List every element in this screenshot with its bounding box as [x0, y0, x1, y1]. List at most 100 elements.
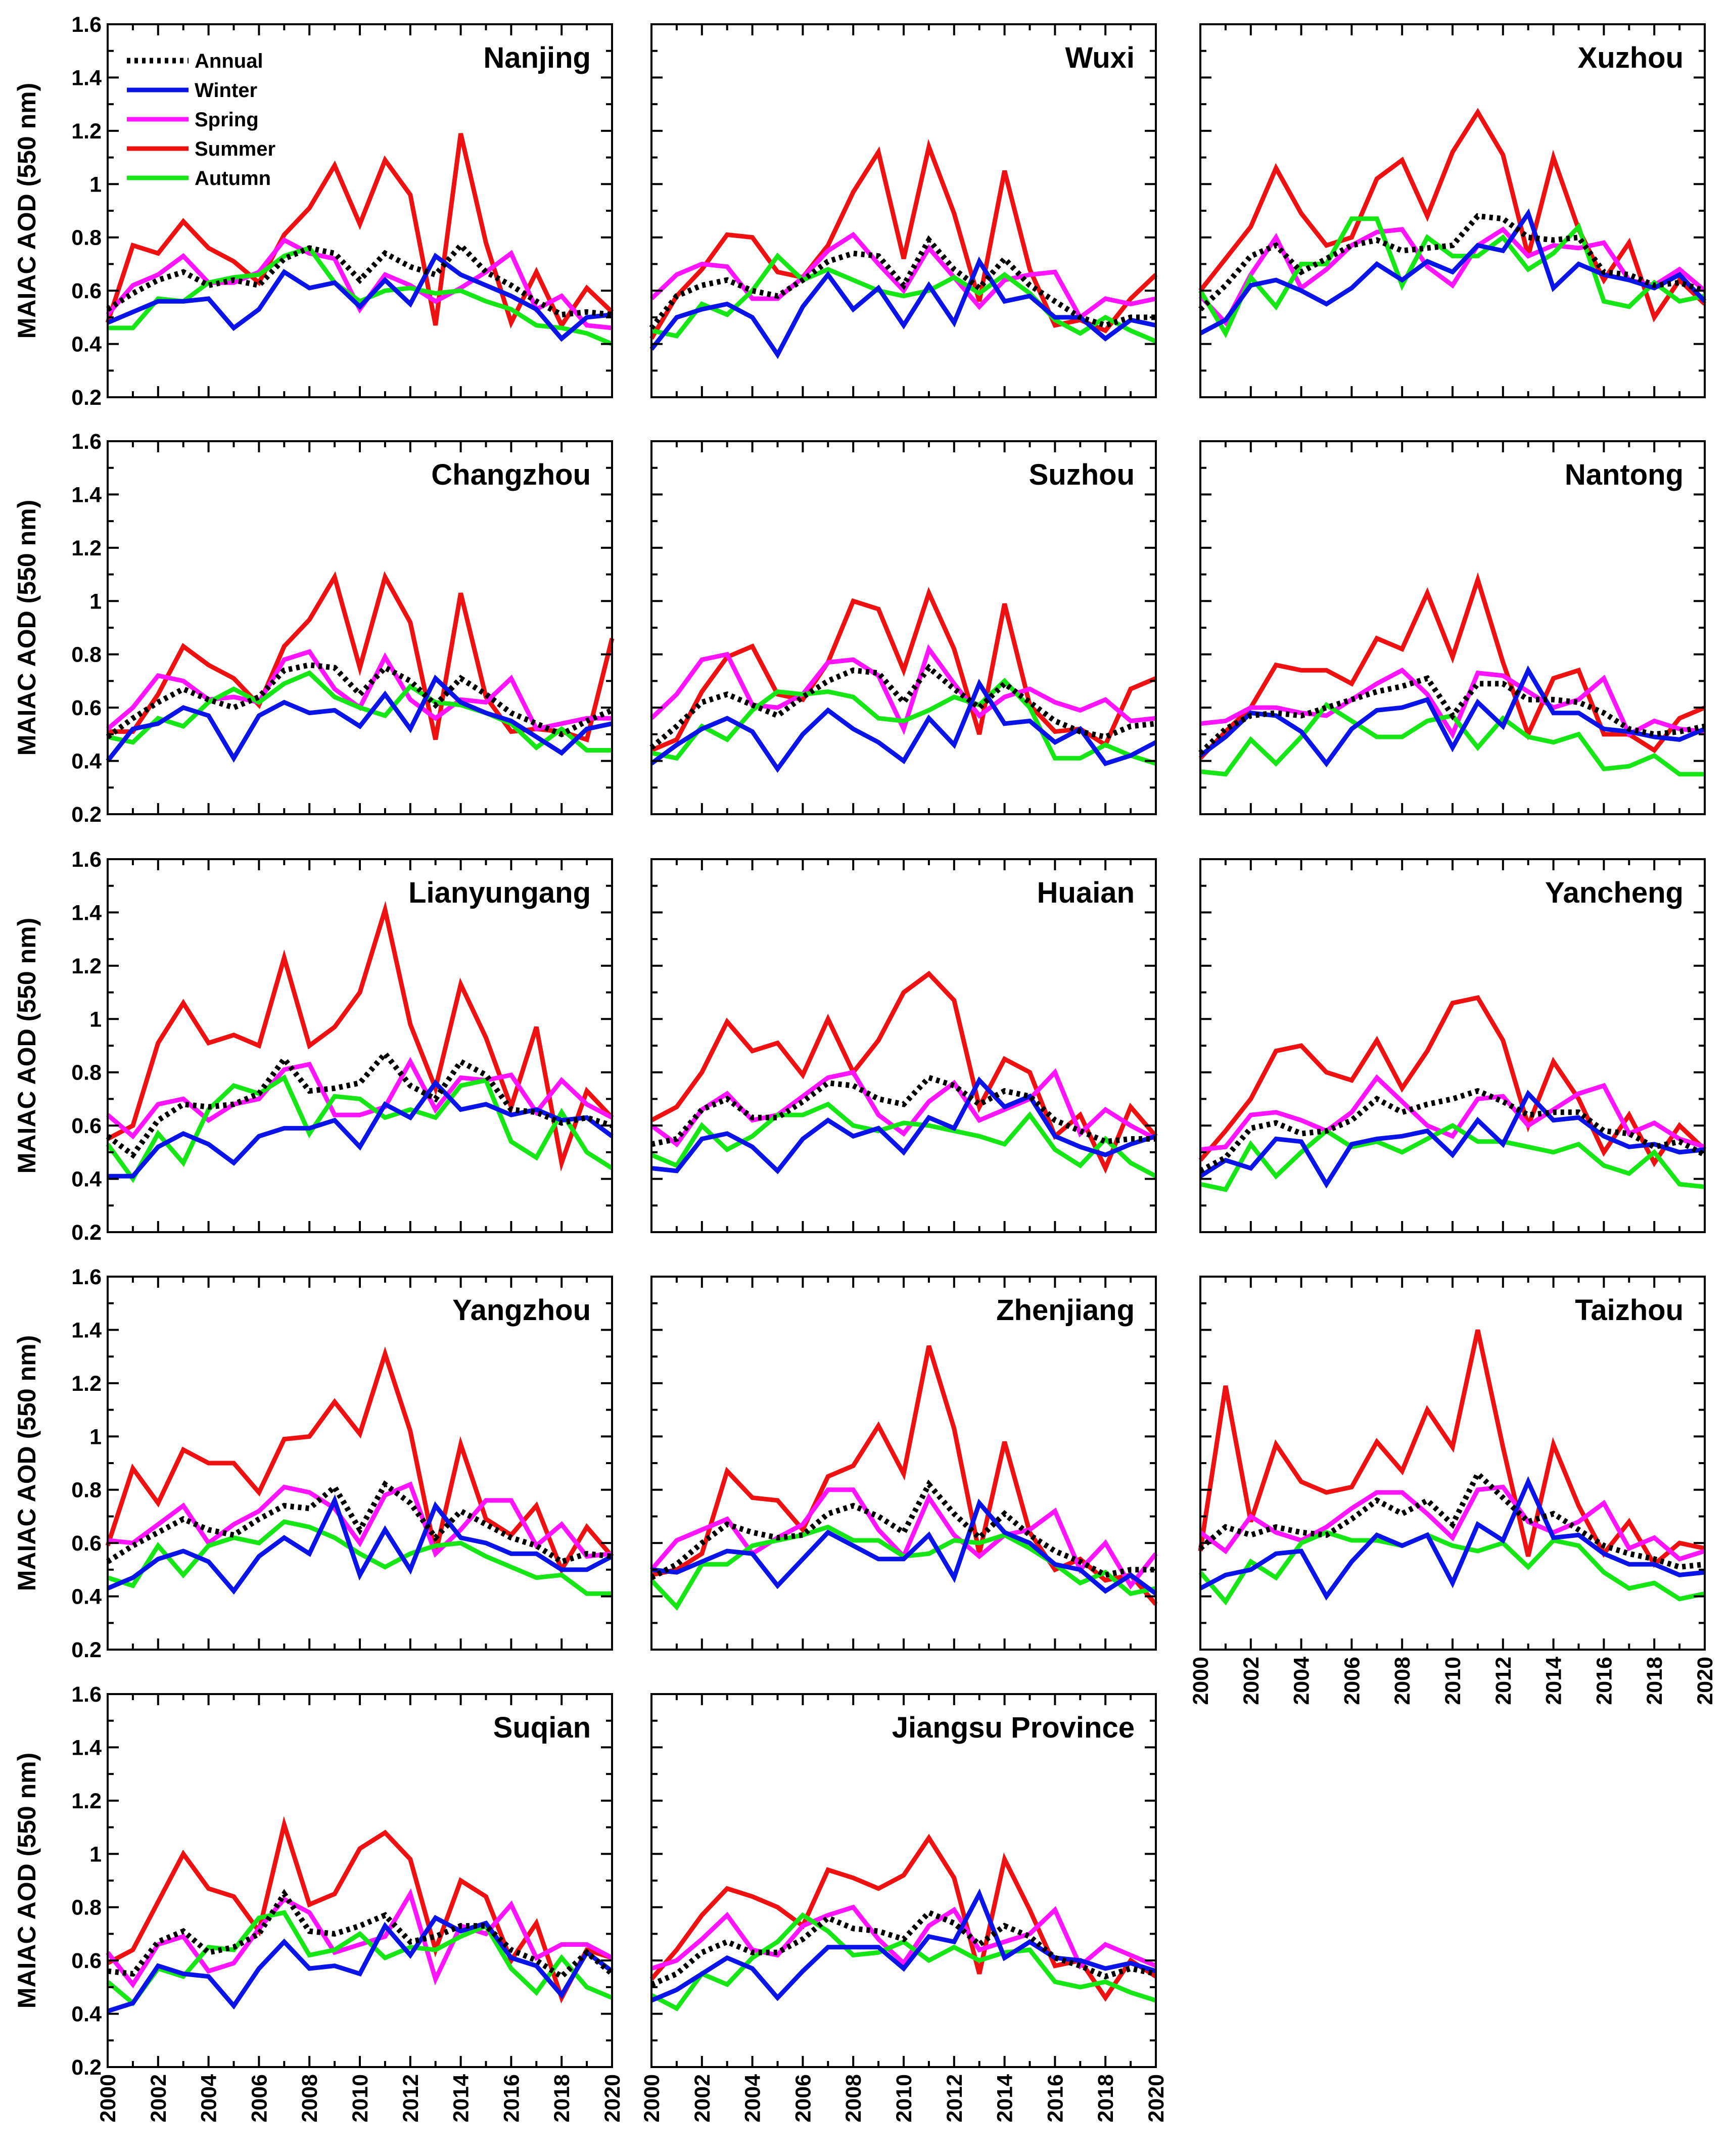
panel-title: Xuzhou	[1578, 41, 1684, 74]
x-tick-label: 2016	[499, 2074, 524, 2123]
x-tick-label: 2006	[247, 2074, 271, 2123]
series-line-autumn-suzhou	[651, 678, 1157, 766]
y-tick-label: 0.2	[71, 1638, 102, 1662]
series-line-winter-jiangsu-province	[650, 1888, 1157, 2003]
y-tick-label: 1.4	[71, 1318, 102, 1342]
x-tick-label: 2002	[147, 2074, 171, 2123]
series-line-summer-nanjing	[105, 133, 614, 330]
series-line-autumn-yancheng	[1200, 1122, 1705, 1192]
series-line-winter-nantong	[1199, 665, 1706, 768]
panel-huaian: Huaian	[650, 858, 1158, 1233]
series-line-summer-changzhou	[108, 571, 615, 743]
x-tick-label: 2014	[1542, 1657, 1566, 1705]
y-axis-label: MAIAC AOD (550 nm)	[13, 83, 41, 339]
y-axis-label: MAIAC AOD (550 nm)	[13, 500, 41, 756]
panel-title: Jiangsu Province	[892, 1711, 1135, 1744]
series-line-autumn-nanjing	[108, 245, 613, 346]
series-line-winter-wuxi	[649, 256, 1156, 359]
y-tick-label: 1.4	[71, 483, 102, 507]
y-tick-label: 1.6	[71, 13, 102, 37]
plot-frame	[1199, 440, 1706, 815]
series-line-winter-suqian	[107, 1914, 614, 2013]
x-tick-label: 2000	[640, 2074, 664, 2123]
series-line-spring-nantong	[1200, 667, 1705, 739]
panel-wuxi: Wuxi	[649, 23, 1158, 398]
series-line-summer-lianyungang	[106, 901, 614, 1172]
x-tick-label: 2020	[1693, 1657, 1717, 1705]
x-tick-label: 2008	[1390, 1657, 1415, 1705]
series-line-summer-huaian	[650, 970, 1158, 1174]
y-tick-label: 0.6	[71, 1531, 102, 1556]
x-tick-label: 2010	[348, 2074, 372, 2123]
series-line-spring-xuzhou	[1198, 226, 1706, 327]
series-line-annual-wuxi	[649, 235, 1156, 330]
series-line-annual-lianyungang	[106, 1049, 613, 1159]
y-tick-label: 0.4	[71, 1167, 102, 1192]
x-tick-label: 2016	[1043, 2074, 1067, 2123]
series-line-winter-lianyungang	[108, 1079, 614, 1179]
plot-frame	[107, 440, 613, 815]
panel-title: Suqian	[493, 1711, 591, 1744]
x-tick-label: 2014	[449, 2074, 474, 2123]
panel-nantong: Nantong	[1198, 440, 1706, 815]
panel-taizhou: 2000 2002 2004 2006 2008 2010 2012 2014 2016 2018…	[1189, 1276, 1717, 1705]
x-tick-label: 2020	[600, 2074, 625, 2123]
series-line-autumn-taizhou	[1198, 1530, 1705, 1606]
series-line-autumn-huaian	[650, 1101, 1157, 1179]
y-tick-label: 0.6	[71, 696, 102, 720]
x-tick-label: 2018	[1643, 1657, 1667, 1705]
x-tick-label: 2008	[298, 2074, 322, 2123]
panel-title: Huaian	[1037, 876, 1135, 909]
plot-frame	[107, 1693, 613, 2068]
series-line-annual-xuzhou	[1198, 213, 1706, 311]
series-line-summer-xuzhou	[1198, 108, 1707, 322]
series-line-annual-changzhou	[106, 662, 614, 739]
y-tick-label: 0.8	[71, 1896, 102, 1920]
y-axis-label: MAIAC AOD (550 nm)	[13, 1335, 41, 1591]
panel-title: Taizhou	[1575, 1294, 1684, 1327]
series-line-autumn-xuzhou	[1198, 216, 1705, 339]
panel-yangzhou: 0.2 0.4 0.6 0.8 1 1.2 1.4 1.6 MAIAC AOD (550 nm)…	[13, 1265, 614, 1662]
plot-frame	[107, 1276, 613, 1651]
y-tick-label: 1.6	[71, 1265, 102, 1289]
series-line-annual-yangzhou	[106, 1480, 613, 1565]
series-line-winter-changzhou	[106, 674, 613, 763]
x-tick-label: 2006	[791, 2074, 815, 2123]
plot-frame	[650, 1693, 1157, 2068]
series-line-winter-xuzhou	[1199, 208, 1707, 336]
y-tick-label: 0.4	[71, 749, 102, 774]
y-axis-label: MAIAC AOD (550 nm)	[13, 918, 41, 1174]
series-line-summer-yancheng	[1198, 995, 1707, 1167]
x-tick-label: 2012	[1491, 1657, 1516, 1705]
x-tick-label: 2000	[96, 2074, 120, 2123]
y-tick-label: 1.6	[71, 848, 102, 872]
panel-changzhou: 0.2 0.4 0.6 0.8 1 1.2 1.4 1.6 MAIAC AOD (550 nm)…	[13, 430, 615, 827]
panel-title: Yancheng	[1545, 876, 1684, 909]
series-line-spring-yancheng	[1200, 1074, 1706, 1152]
panel-title: Wuxi	[1065, 41, 1135, 74]
x-tick-label: 2014	[993, 2074, 1017, 2123]
x-tick-label: 2012	[943, 2074, 967, 2123]
panel-zhenjiang: Zhenjiang	[649, 1276, 1158, 1651]
panel-jiangsu-province: 2000 2002 2004 2006 2008 2010 2012 2014 2016 2018…	[640, 1693, 1169, 2123]
y-tick-label: 1.2	[71, 119, 102, 144]
legend: Annual Winter Spring Summer Autumn	[127, 50, 275, 190]
series-line-summer-yangzhou	[105, 1346, 614, 1575]
plot-frame	[1199, 23, 1706, 398]
x-tick-label: 2020	[1144, 2074, 1169, 2123]
y-tick-label: 0.8	[71, 226, 102, 250]
series-line-spring-suqian	[106, 1888, 614, 1989]
y-tick-label: 0.8	[71, 1478, 102, 1503]
y-tick-label: 1	[89, 1425, 102, 1449]
y-tick-label: 0.4	[71, 1585, 102, 1609]
panel-title: Yangzhou	[452, 1294, 591, 1327]
y-tick-label: 0.2	[71, 1221, 102, 1245]
y-tick-label: 0.8	[71, 1061, 102, 1085]
x-tick-label: 2004	[1290, 1657, 1314, 1705]
x-tick-label: 2004	[197, 2074, 221, 2123]
y-tick-label: 1.2	[71, 536, 102, 560]
series-line-winter-taizhou	[1199, 1476, 1705, 1601]
series-line-annual-huaian	[650, 1074, 1156, 1147]
plot-frame	[1199, 1276, 1706, 1651]
plot-frame	[650, 858, 1157, 1233]
